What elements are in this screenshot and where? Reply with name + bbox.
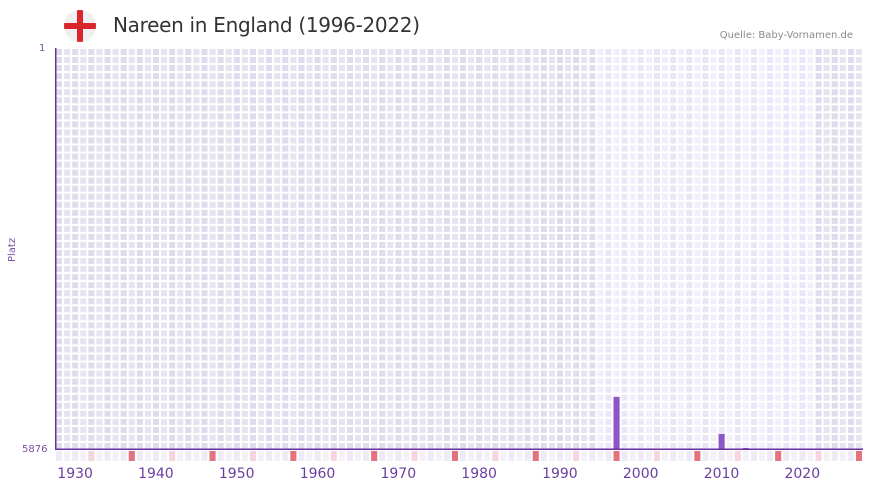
england-flag-icon [64,10,96,42]
x-tick-1960: 1960 [299,466,336,482]
plot-area [55,48,863,450]
x-axis-labels: 1930 1940 1950 1960 1970 1980 1990 2000 2010 2020 [0,466,873,486]
y-axis-top-label: 1 [39,43,46,54]
x-tick-1990: 1990 [542,466,578,482]
x-tick-2000: 2000 [622,466,659,482]
x-tick-1950: 1950 [218,466,255,482]
bar-1998 [613,396,620,450]
x-tick-1940: 1940 [138,466,174,482]
bar-2011 [718,433,725,450]
chart-grid [55,48,863,450]
x-tick-1970: 1970 [380,466,417,482]
x-tick-1980: 1980 [461,466,497,482]
x-tick-2010: 2010 [703,466,740,482]
y-axis-bottom-label: 5876 [22,444,48,455]
chart-title: Nareen in England (1996-2022) [113,13,420,37]
x-tick-2020: 2020 [784,466,821,482]
x-tick-1930: 1930 [57,466,93,482]
source-credit: Quelle: Baby-Vornamen.de [719,30,853,41]
year-marker-row [56,451,862,461]
y-axis-title: Platz [7,237,18,262]
